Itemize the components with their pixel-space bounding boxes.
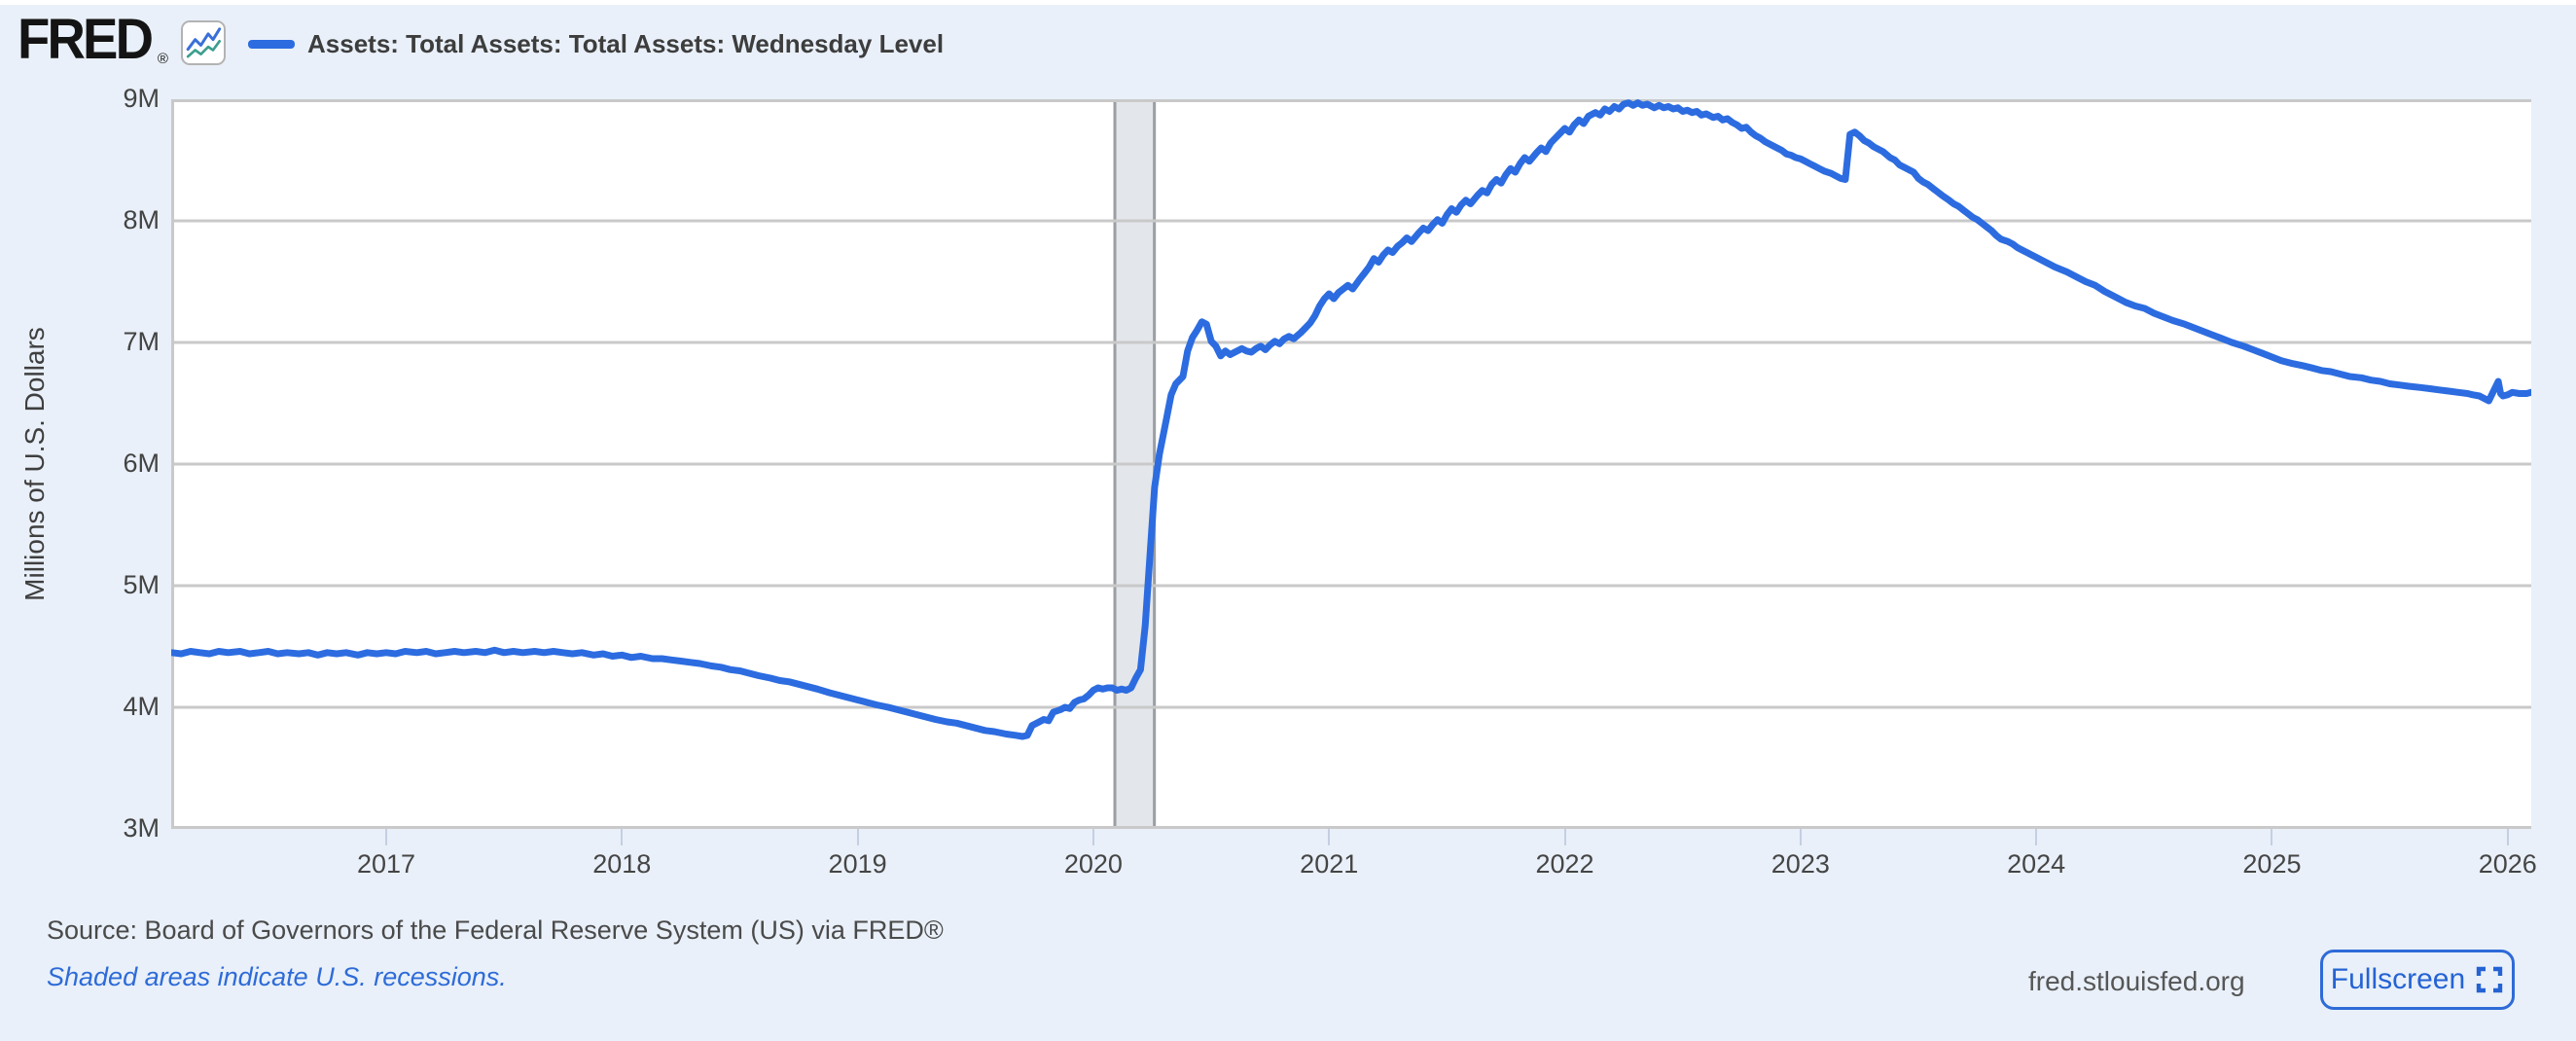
y-tick-label-7M: 7M	[123, 327, 160, 356]
x-tick-mark-2026	[2506, 829, 2509, 845]
x-tick-mark-2022	[1563, 829, 1566, 845]
x-tick-label-2023: 2023	[1771, 849, 1830, 879]
x-tick-mark-2020	[1091, 829, 1094, 845]
top-edge-strip	[0, 0, 2576, 5]
y-tick-label-4M: 4M	[123, 692, 160, 721]
legend-series-label: Assets: Total Assets: Total Assets: Wedn…	[307, 29, 945, 58]
registered-mark: ®	[157, 51, 168, 67]
y-tick-label-8M: 8M	[123, 205, 160, 234]
x-tick-label-2019: 2019	[828, 849, 887, 879]
x-tick-mark-2025	[2271, 829, 2273, 845]
y-tick-label-9M: 9M	[123, 84, 160, 113]
fred-logo-text: FRED	[18, 8, 154, 71]
x-tick-label-2026: 2026	[2478, 849, 2537, 879]
x-tick-label-2017: 2017	[356, 849, 416, 879]
x-tick-mark-2023	[1799, 829, 1802, 845]
x-tick-label-2021: 2021	[1300, 849, 1359, 879]
fred-logo[interactable]: FRED ®	[18, 12, 168, 68]
x-tick-label-2025: 2025	[2242, 849, 2302, 879]
sparkline-icon-glyph	[186, 27, 222, 58]
x-tick-label-2018: 2018	[592, 849, 652, 879]
x-tick-mark-2018	[621, 829, 624, 845]
y-tick-label-5M: 5M	[123, 570, 160, 599]
fullscreen-icon	[2476, 966, 2503, 993]
x-tick-mark-2024	[2035, 829, 2038, 845]
legend-line-swatch	[248, 40, 295, 49]
x-tick-mark-2019	[856, 829, 859, 845]
fred-sparkline-icon[interactable]	[181, 20, 226, 65]
site-url: fred.stlouisfed.org	[2028, 966, 2245, 996]
source-attribution: Source: Board of Governors of the Federa…	[47, 915, 944, 945]
plot-area[interactable]	[171, 99, 2531, 829]
chart-legend: Assets: Total Assets: Total Assets: Wedn…	[248, 29, 944, 59]
line-chart-canvas	[171, 99, 2531, 829]
series-line[interactable]	[171, 99, 2532, 740]
x-tick-label-2020: 2020	[1063, 849, 1123, 879]
x-tick-mark-2017	[384, 829, 387, 845]
x-tick-label-2024: 2024	[2007, 849, 2066, 879]
x-tick-label-2022: 2022	[1535, 849, 1594, 879]
x-tick-mark-2021	[1328, 829, 1331, 845]
y-tick-label-6M: 6M	[123, 449, 160, 478]
y-tick-label-3M: 3M	[123, 813, 160, 843]
fullscreen-button-label: Fullscreen	[2330, 963, 2466, 995]
recession-note-link[interactable]: Shaded areas indicate U.S. recessions.	[47, 962, 507, 991]
fullscreen-button[interactable]: Fullscreen	[2320, 950, 2515, 1010]
y-axis-title: Millions of U.S. Dollars	[19, 327, 50, 601]
